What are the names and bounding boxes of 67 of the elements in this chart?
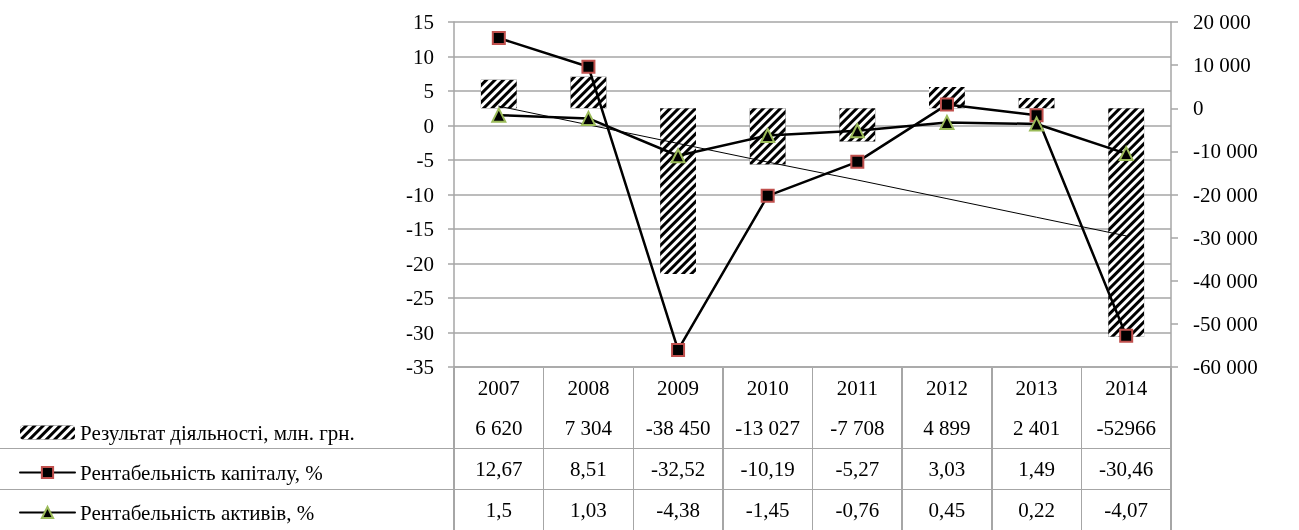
data-label: 4 899: [923, 416, 971, 440]
data-label: -32,52: [650, 457, 706, 481]
data-label: 2 401: [1012, 416, 1061, 440]
y-tick-label: -35: [406, 355, 434, 379]
point: [581, 59, 596, 74]
data-label: 6 620: [475, 416, 523, 440]
point: [1118, 146, 1134, 162]
point: [850, 154, 865, 169]
data-label: -1,45: [745, 498, 790, 522]
y-tick-label: -25: [406, 286, 434, 310]
y2-tick-label: 10 000: [1193, 53, 1251, 78]
point: [760, 188, 775, 203]
x-tick-label: 2010: [746, 375, 789, 400]
y-tick-label: -20: [406, 251, 434, 276]
point: [670, 148, 686, 164]
point: [491, 31, 506, 46]
y-tick-label: 15: [413, 10, 434, 34]
x-tick-label: 2009: [657, 375, 700, 400]
point: [671, 342, 686, 357]
y2-tick-label: -20 000: [1193, 182, 1258, 207]
data-label: -10,19: [740, 457, 795, 481]
y2-tick-label: -60 000: [1193, 355, 1258, 379]
y-tick-label: 0: [423, 113, 434, 138]
data-label: 0,22: [1018, 498, 1055, 522]
x-tick-label: 2012: [925, 375, 968, 400]
data-label: -52966: [1096, 416, 1156, 440]
y2-tick-label: -10 000: [1193, 139, 1258, 164]
data-label: -30,46: [1099, 457, 1154, 481]
data-label: -4,38: [656, 498, 700, 522]
y2-tick-label: -30 000: [1193, 225, 1258, 250]
data-label: 8,51: [570, 457, 607, 481]
point: [939, 114, 955, 130]
data-label: 3,03: [928, 457, 966, 481]
data-label: -38 450: [645, 416, 711, 440]
y2-tick-label: 0: [1193, 96, 1204, 121]
y-tick-label: 10: [413, 44, 434, 69]
x-tick-label: 2011: [836, 375, 878, 400]
y-tick-label: 5: [423, 79, 434, 103]
y-tick-label: -5: [416, 148, 434, 172]
data-label: -13 027: [735, 416, 801, 440]
data-label: 12,67: [475, 457, 523, 481]
y-tick-label: -15: [406, 217, 434, 241]
y-tick-label: -10: [406, 182, 434, 207]
y2-tick-label: -50 000: [1193, 311, 1258, 336]
legend-label: Рентабельність активів, %: [80, 500, 315, 525]
x-tick-label: 2014: [1105, 375, 1148, 400]
data-label: 1,03: [570, 498, 607, 522]
data-label: 1,5: [485, 498, 512, 522]
point: [1029, 116, 1045, 132]
data-label: 7 304: [564, 416, 613, 440]
data-label: -0,76: [835, 498, 880, 522]
data-label: -7 708: [830, 416, 885, 440]
x-tick-label: 2007: [477, 375, 520, 400]
y-tick-label: -30: [406, 320, 434, 345]
data-label: -4,07: [1104, 498, 1149, 522]
point: [491, 107, 507, 123]
data-label: -5,27: [835, 457, 880, 481]
data-label: 1,49: [1018, 457, 1055, 481]
x-tick-label: 2013: [1015, 375, 1058, 400]
point: [580, 110, 596, 126]
legend-label: Результат діяльності, млн. грн.: [80, 420, 355, 445]
legend-label: Рентабельність капіталу, %: [80, 460, 323, 485]
data-label: 0,45: [928, 498, 966, 522]
point: [1119, 328, 1134, 343]
x-tick-label: 2008: [567, 375, 610, 400]
y2-tick-label: -40 000: [1193, 268, 1258, 293]
y2-tick-label: 20 000: [1193, 10, 1251, 34]
